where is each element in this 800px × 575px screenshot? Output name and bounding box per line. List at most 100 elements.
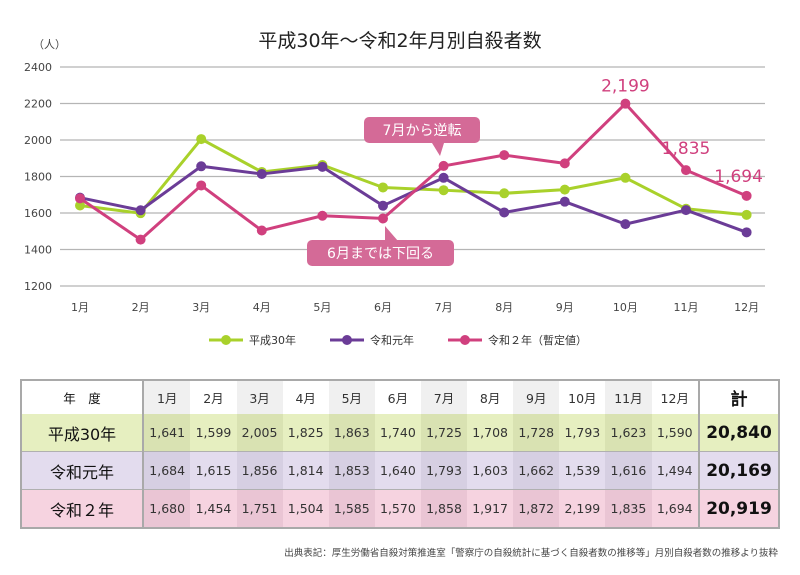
table-row-label: 令和２年 bbox=[21, 489, 144, 528]
data-point bbox=[438, 172, 449, 183]
table-cell: 1,539 bbox=[559, 451, 606, 490]
data-point bbox=[438, 185, 449, 196]
table-cell: 1,616 bbox=[605, 451, 652, 490]
table-header-row: 年 度 1月 2月 3月 4月 5月 6月 7月 8月 9月 10月 11月 12月計 bbox=[21, 380, 779, 414]
data-point bbox=[438, 160, 449, 171]
y-axis-unit: （人） bbox=[33, 38, 66, 51]
table-cell: 1,835 bbox=[605, 489, 652, 528]
x-tick-label: 7月 bbox=[435, 301, 453, 314]
data-table: 年 度 1月 2月 3月 4月 5月 6月 7月 8月 9月 10月 11月 12月計 平成30年 1,… bbox=[20, 379, 780, 529]
table-row: 令和元年 1,684 1,615 1,856 1,814 1,853 1,640 1,793 1… bbox=[21, 451, 779, 490]
table-cell: 1,641 bbox=[143, 414, 191, 452]
x-tick-label: 11月 bbox=[674, 301, 699, 314]
series-line-2 bbox=[79, 102, 748, 242]
table-cell: 1,599 bbox=[190, 414, 237, 452]
line-chart: 1200 1400 1600 1800 2000 2200 2400 1月 2月 3月 4月 5月 6月… bbox=[24, 61, 765, 347]
callout-box bbox=[307, 240, 454, 266]
data-label: 2,199 bbox=[601, 77, 650, 97]
table-cell: 1,694 bbox=[651, 489, 699, 528]
table-cell: 1,590 bbox=[651, 414, 699, 452]
data-point bbox=[499, 150, 510, 161]
legend-marker bbox=[342, 335, 352, 345]
table-cell: 1,814 bbox=[282, 451, 329, 490]
table-cell: 1,740 bbox=[374, 414, 421, 452]
table-cell: 1,570 bbox=[374, 489, 421, 528]
table-cell: 2,005 bbox=[236, 414, 283, 452]
y-tick-label: 1800 bbox=[24, 171, 52, 184]
x-tick-label: 2月 bbox=[132, 301, 150, 314]
table-cell: 1,856 bbox=[236, 451, 283, 490]
table-cell: 1,662 bbox=[513, 451, 560, 490]
table-cell: 1,728 bbox=[513, 414, 560, 452]
table-cell: 1,494 bbox=[651, 451, 699, 490]
data-label: 1,694 bbox=[714, 167, 763, 187]
table-row-total: 20,919 bbox=[698, 489, 779, 528]
table-row-total: 20,169 bbox=[698, 451, 779, 490]
data-point bbox=[317, 161, 328, 172]
table-month-header: 5月 bbox=[328, 380, 375, 414]
table-cell: 1,751 bbox=[236, 489, 283, 528]
table-cell: 1,708 bbox=[467, 414, 514, 452]
table-cell: 1,725 bbox=[420, 414, 468, 452]
y-tick-label: 2000 bbox=[24, 134, 52, 147]
table-month-header: 6月 bbox=[374, 380, 421, 414]
data-point bbox=[559, 184, 570, 195]
callout-pointer bbox=[432, 143, 444, 156]
callout-pointer bbox=[385, 226, 398, 241]
x-tick-label: 3月 bbox=[192, 301, 210, 314]
data-point bbox=[196, 180, 207, 191]
data-point bbox=[317, 210, 328, 221]
x-tick-label: 8月 bbox=[495, 301, 513, 314]
data-point bbox=[378, 200, 388, 211]
table-cell: 1,917 bbox=[467, 489, 514, 528]
data-point bbox=[741, 209, 752, 220]
x-tick-label: 10月 bbox=[613, 301, 638, 314]
data-point bbox=[559, 158, 570, 169]
data-label: 1,835 bbox=[662, 139, 711, 159]
source-note: 出典表記：厚生労働省自殺対策推進室「警察庁の自殺統計に基づく自殺者数の推移等」月… bbox=[284, 548, 778, 559]
y-tick-label: 1200 bbox=[24, 280, 52, 293]
table-month-header: 2月 bbox=[190, 380, 237, 414]
table-month-header: 3月 bbox=[236, 380, 283, 414]
table-cell: 1,504 bbox=[282, 489, 329, 528]
table-cell: 1,853 bbox=[328, 451, 375, 490]
table-cell: 1,684 bbox=[143, 451, 191, 490]
legend-label: 平成30年 bbox=[249, 333, 296, 347]
table-month-header: 10月 bbox=[559, 380, 606, 414]
table-total-header: 計 bbox=[698, 380, 779, 414]
table-row-total: 20,840 bbox=[698, 414, 779, 452]
x-tick-label: 5月 bbox=[313, 301, 331, 314]
x-tick-label: 12月 bbox=[734, 301, 759, 314]
table-row: 平成30年 1,641 1,599 2,005 1,825 1,863 1,740 1,725… bbox=[21, 414, 779, 452]
table-cell: 1,623 bbox=[605, 414, 652, 452]
data-point bbox=[135, 205, 146, 216]
data-point bbox=[75, 193, 85, 204]
data-point bbox=[378, 213, 388, 224]
data-point bbox=[741, 227, 752, 238]
legend-marker bbox=[460, 335, 470, 345]
x-tick-label: 4月 bbox=[253, 301, 271, 314]
chart-title: 平成30年～令和2年月別自殺者数 bbox=[258, 30, 542, 52]
table-cell: 1,793 bbox=[559, 414, 606, 452]
y-tick-label: 1600 bbox=[24, 207, 52, 220]
table-month-header: 7月 bbox=[420, 380, 468, 414]
data-point bbox=[559, 196, 570, 207]
y-tick-label: 2200 bbox=[24, 98, 52, 111]
table-month-header: 12月 bbox=[651, 380, 699, 414]
data-point bbox=[499, 207, 510, 218]
table-cell: 1,793 bbox=[420, 451, 468, 490]
legend-marker bbox=[221, 335, 231, 345]
table-row: 令和２年 1,680 1,454 1,751 1,504 1,585 1,570 1,858 1… bbox=[21, 489, 779, 528]
table-cell: 1,603 bbox=[467, 451, 514, 490]
table-cell: 1,680 bbox=[143, 489, 191, 528]
table-month-header: 9月 bbox=[513, 380, 560, 414]
table-cell: 1,640 bbox=[374, 451, 421, 490]
table-month-header: 4月 bbox=[282, 380, 329, 414]
y-tick-label: 2400 bbox=[24, 61, 52, 74]
table-cell: 1,454 bbox=[190, 489, 237, 528]
x-tick-label: 6月 bbox=[374, 301, 392, 314]
table-corner-header: 年 度 bbox=[21, 380, 144, 414]
data-point bbox=[196, 134, 207, 145]
data-point bbox=[75, 200, 85, 211]
y-tick-label: 1400 bbox=[24, 244, 52, 257]
